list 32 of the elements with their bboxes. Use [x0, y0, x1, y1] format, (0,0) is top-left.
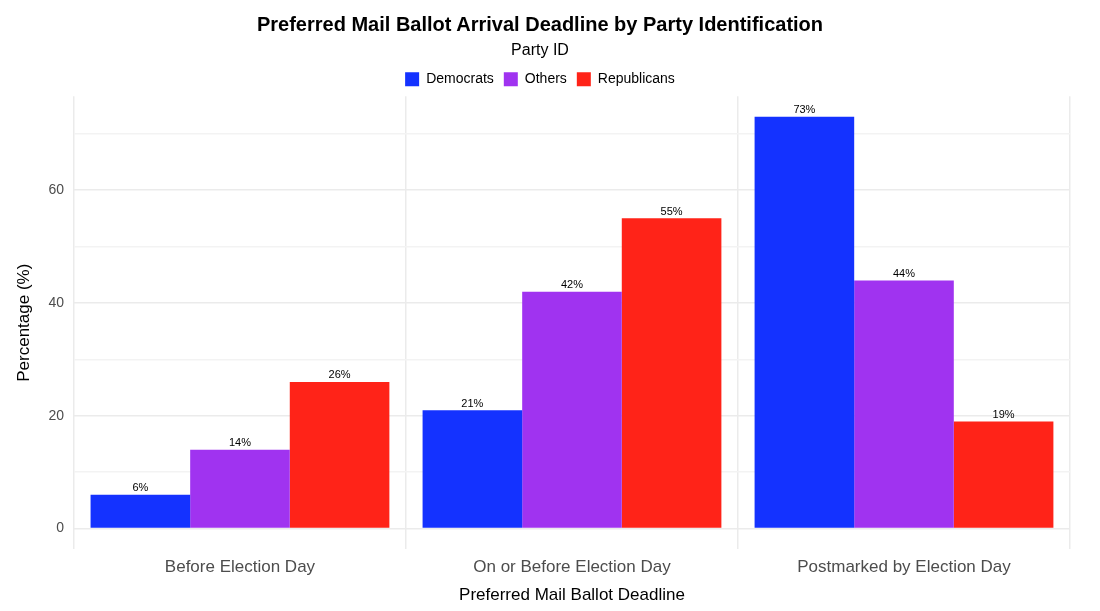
x-axis-title: Preferred Mail Ballot Deadline [459, 585, 685, 605]
data-label: 42% [560, 278, 584, 291]
legend-label: Others [524, 70, 567, 87]
data-label: 6% [132, 481, 149, 494]
data-label: 19% [992, 407, 1015, 420]
bar [854, 280, 954, 528]
bar [522, 291, 622, 528]
y-tick-label: 0 [56, 519, 65, 536]
bar [422, 410, 523, 528]
legend-label: Republicans [597, 70, 675, 87]
data-label: 14% [228, 436, 252, 449]
y-axis-title: Percentage (%) [13, 263, 33, 382]
data-label: 21% [461, 396, 484, 409]
y-tick-label: 20 [48, 406, 65, 423]
chart-title: Preferred Mail Ballot Arrival Deadline by Party Identification [256, 12, 824, 35]
x-tick-label: Before Election Day [164, 557, 316, 577]
data-label: 55% [660, 204, 683, 217]
data-label: 44% [892, 266, 916, 279]
legend-title: Party ID [511, 41, 569, 59]
data-label: 26% [328, 368, 351, 381]
bar [754, 116, 855, 528]
bar [190, 449, 290, 528]
legend-label: Democrats [426, 70, 494, 87]
x-tick-label: On or Before Election Day [473, 557, 672, 577]
bar [621, 218, 722, 528]
bar [953, 421, 1054, 528]
bar [289, 381, 390, 528]
y-tick-label: 60 [48, 180, 65, 197]
bar [90, 494, 191, 528]
data-label: 73% [793, 103, 816, 116]
x-tick-label: Postmarked by Election Day [797, 557, 1012, 577]
y-tick-label: 40 [48, 293, 65, 310]
